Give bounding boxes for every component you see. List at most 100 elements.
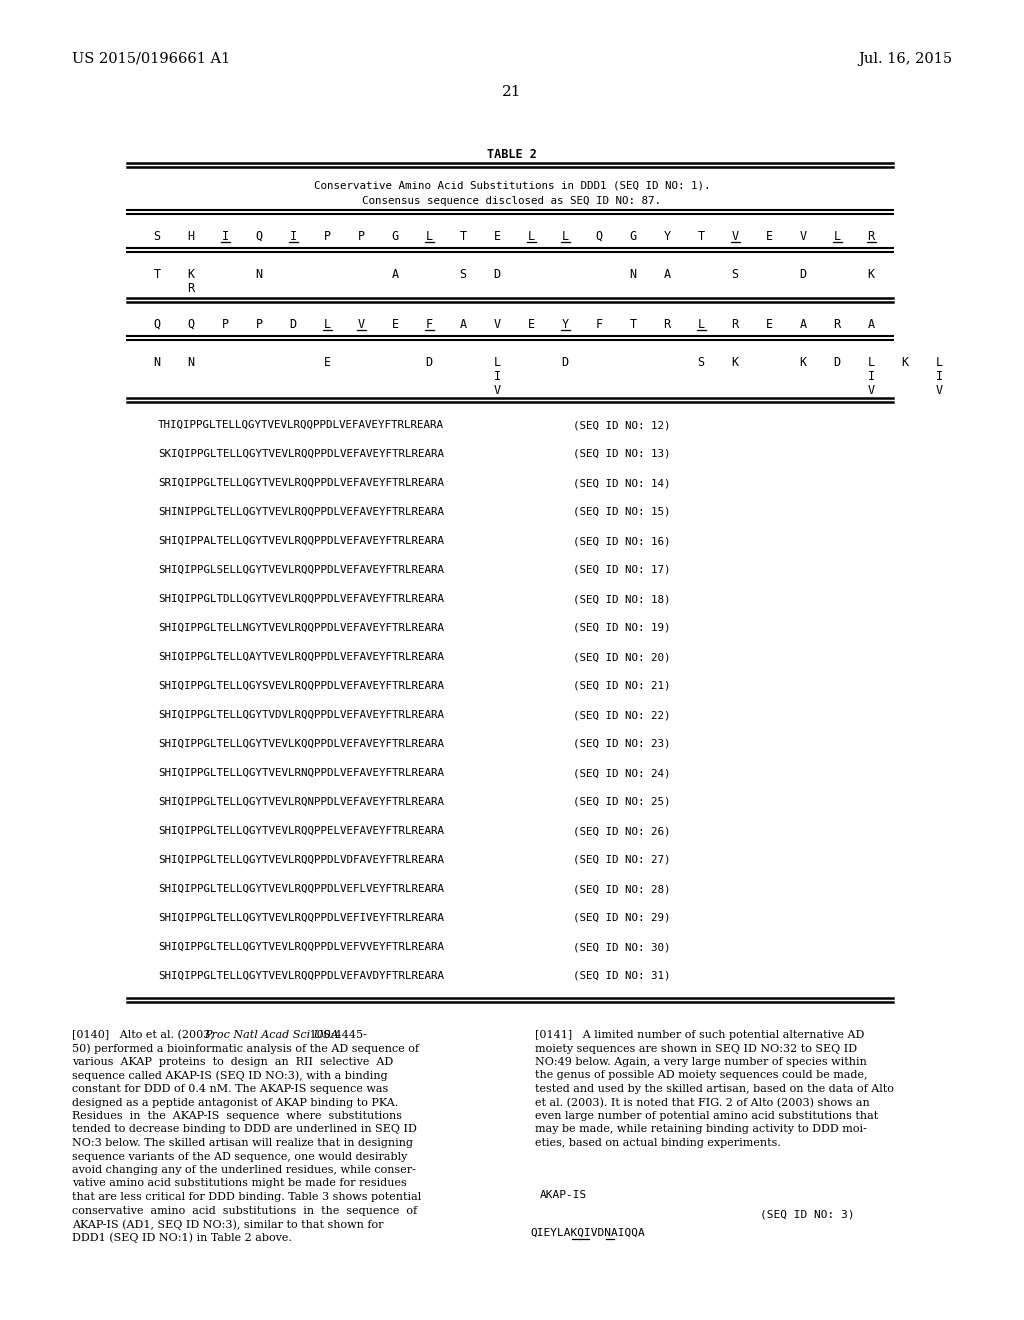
Text: SHIQIPPALTELLQGYTVEVLRQQPPDLVEFAVEYFTRLREARA: SHIQIPPALTELLQGYTVEVLRQQPPDLVEFAVEYFTRLR… — [158, 536, 444, 546]
Text: L: L — [494, 356, 501, 370]
Text: D: D — [290, 318, 297, 331]
Text: V: V — [867, 384, 874, 397]
Text: (SEQ ID NO: 12): (SEQ ID NO: 12) — [573, 420, 671, 430]
Text: I: I — [221, 230, 228, 243]
Text: P: P — [221, 318, 228, 331]
Text: L: L — [936, 356, 942, 370]
Text: H: H — [187, 230, 195, 243]
Text: SHIQIPPGLTELLQGYTVEVLRQQPPDLVEFAVDYFTRLREARA: SHIQIPPGLTELLQGYTVEVLRQQPPDLVEFAVDYFTRLR… — [158, 972, 444, 981]
Text: K: K — [867, 268, 874, 281]
Text: K: K — [731, 356, 738, 370]
Text: (SEQ ID NO: 27): (SEQ ID NO: 27) — [573, 855, 671, 865]
Text: QIEYLAKQIVDNAIQQA: QIEYLAKQIVDNAIQQA — [530, 1228, 645, 1238]
Text: L: L — [867, 356, 874, 370]
Text: F: F — [425, 318, 432, 331]
Text: A: A — [664, 268, 671, 281]
Text: P: P — [255, 318, 262, 331]
Text: tested and used by the skilled artisan, based on the data of Alto: tested and used by the skilled artisan, … — [535, 1084, 894, 1094]
Text: N: N — [187, 356, 195, 370]
Text: R: R — [867, 230, 874, 243]
Text: L: L — [527, 230, 535, 243]
Text: R: R — [731, 318, 738, 331]
Text: R: R — [834, 318, 841, 331]
Text: V: V — [936, 384, 942, 397]
Text: SKIQIPPGLTELLQGYTVEVLRQQPPDLVEFAVEYFTRLREARA: SKIQIPPGLTELLQGYTVEVLRQQPPDLVEFAVEYFTRLR… — [158, 449, 444, 459]
Text: DDD1 (SEQ ID NO:1) in Table 2 above.: DDD1 (SEQ ID NO:1) in Table 2 above. — [72, 1233, 292, 1243]
Text: (SEQ ID NO: 17): (SEQ ID NO: 17) — [573, 565, 671, 576]
Text: 50) performed a bioinformatic analysis of the AD sequence of: 50) performed a bioinformatic analysis o… — [72, 1044, 419, 1055]
Text: Proc Natl Acad Sci USA: Proc Natl Acad Sci USA — [204, 1030, 339, 1040]
Text: A: A — [460, 318, 467, 331]
Text: Y: Y — [664, 230, 671, 243]
Text: D: D — [800, 268, 807, 281]
Text: L: L — [425, 230, 432, 243]
Text: E: E — [765, 230, 772, 243]
Text: S: S — [731, 268, 738, 281]
Text: SHIQIPPGLTELLQGYTVEVLRQNPPDLVEFAVEYFTRLREARA: SHIQIPPGLTELLQGYTVEVLRQNPPDLVEFAVEYFTRLR… — [158, 797, 444, 807]
Text: (SEQ ID NO: 19): (SEQ ID NO: 19) — [573, 623, 671, 634]
Text: designed as a peptide antagonist of AKAP binding to PKA.: designed as a peptide antagonist of AKAP… — [72, 1097, 398, 1107]
Text: T: T — [697, 230, 705, 243]
Text: (SEQ ID NO: 22): (SEQ ID NO: 22) — [573, 710, 671, 719]
Text: (SEQ ID NO: 23): (SEQ ID NO: 23) — [573, 739, 671, 748]
Text: (SEQ ID NO: 16): (SEQ ID NO: 16) — [573, 536, 671, 546]
Text: G: G — [391, 230, 398, 243]
Text: may be made, while retaining binding activity to DDD moi-: may be made, while retaining binding act… — [535, 1125, 867, 1134]
Text: T: T — [460, 230, 467, 243]
Text: avoid changing any of the underlined residues, while conser-: avoid changing any of the underlined res… — [72, 1166, 416, 1175]
Text: Q: Q — [187, 318, 195, 331]
Text: V: V — [357, 318, 365, 331]
Text: SRIQIPPGLTELLQGYTVEVLRQQPPDLVEFAVEYFTRLREARA: SRIQIPPGLTELLQGYTVEVLRQQPPDLVEFAVEYFTRLR… — [158, 478, 444, 488]
Text: V: V — [731, 230, 738, 243]
Text: US 2015/0196661 A1: US 2015/0196661 A1 — [72, 51, 230, 66]
Text: THIQIPPGLTELLQGYTVEVLRQQPPDLVEFAVEYFTRLREARA: THIQIPPGLTELLQGYTVEVLRQQPPDLVEFAVEYFTRLR… — [158, 420, 444, 430]
Text: (SEQ ID NO: 18): (SEQ ID NO: 18) — [573, 594, 671, 605]
Text: Q: Q — [595, 230, 602, 243]
Text: sequence called AKAP-IS (SEQ ID NO:3), with a binding: sequence called AKAP-IS (SEQ ID NO:3), w… — [72, 1071, 388, 1081]
Text: SHIQIPPGLTELLQGYTVEVLRQQPPDLVEFLVEYFTRLREARA: SHIQIPPGLTELLQGYTVEVLRQQPPDLVEFLVEYFTRLR… — [158, 884, 444, 894]
Text: TABLE 2: TABLE 2 — [487, 148, 537, 161]
Text: A: A — [867, 318, 874, 331]
Text: SHIQIPPGLTELLQGYTVEVLKQQPPDLVEFAVEYFTRLREARA: SHIQIPPGLTELLQGYTVEVLKQQPPDLVEFAVEYFTRLR… — [158, 739, 444, 748]
Text: I: I — [867, 370, 874, 383]
Text: (SEQ ID NO: 21): (SEQ ID NO: 21) — [573, 681, 671, 690]
Text: D: D — [425, 356, 432, 370]
Text: L: L — [834, 230, 841, 243]
Text: SHIQIPPGLTELLQGYSVEVLRQQPPDLVEFAVEYFTRLREARA: SHIQIPPGLTELLQGYSVEVLRQQPPDLVEFAVEYFTRLR… — [158, 681, 444, 690]
Text: tended to decrease binding to DDD are underlined in SEQ ID: tended to decrease binding to DDD are un… — [72, 1125, 417, 1134]
Text: S: S — [697, 356, 705, 370]
Text: P: P — [324, 230, 331, 243]
Text: L: L — [561, 230, 568, 243]
Text: E: E — [527, 318, 535, 331]
Text: Jul. 16, 2015: Jul. 16, 2015 — [858, 51, 952, 66]
Text: [0140]   Alto et al. (2003,: [0140] Alto et al. (2003, — [72, 1030, 217, 1040]
Text: F: F — [595, 318, 602, 331]
Text: L: L — [697, 318, 705, 331]
Text: D: D — [494, 268, 501, 281]
Text: D: D — [834, 356, 841, 370]
Text: even large number of potential amino acid substitutions that: even large number of potential amino aci… — [535, 1111, 879, 1121]
Text: SHIQIPPGLTELLQAYTVEVLRQQPPDLVEFAVEYFTRLREARA: SHIQIPPGLTELLQAYTVEVLRQQPPDLVEFAVEYFTRLR… — [158, 652, 444, 663]
Text: D: D — [561, 356, 568, 370]
Text: SHIQIPPGLTELLQGYTVEVLRQQPPDLVEFIVEYFTRLREARA: SHIQIPPGLTELLQGYTVEVLRQQPPDLVEFIVEYFTRLR… — [158, 913, 444, 923]
Text: vative amino acid substitutions might be made for residues: vative amino acid substitutions might be… — [72, 1179, 407, 1188]
Text: K: K — [800, 356, 807, 370]
Text: SHIQIPPGLTELLQGYTVEVLRNQPPDLVEFAVEYFTRLREARA: SHIQIPPGLTELLQGYTVEVLRNQPPDLVEFAVEYFTRLR… — [158, 768, 444, 777]
Text: NO:3 below. The skilled artisan will realize that in designing: NO:3 below. The skilled artisan will rea… — [72, 1138, 413, 1148]
Text: eties, based on actual binding experiments.: eties, based on actual binding experimen… — [535, 1138, 781, 1148]
Text: A: A — [391, 268, 398, 281]
Text: AKAP-IS: AKAP-IS — [540, 1189, 587, 1200]
Text: et al. (2003). It is noted that FIG. 2 of Alto (2003) shows an: et al. (2003). It is noted that FIG. 2 o… — [535, 1097, 869, 1107]
Text: S: S — [154, 230, 161, 243]
Text: V: V — [800, 230, 807, 243]
Text: Q: Q — [154, 318, 161, 331]
Text: Consensus sequence disclosed as SEQ ID NO: 87.: Consensus sequence disclosed as SEQ ID N… — [362, 195, 662, 206]
Text: Conservative Amino Acid Substitutions in DDD1 (SEQ ID NO: 1).: Conservative Amino Acid Substitutions in… — [313, 181, 711, 191]
Text: SHIQIPPGLSELLQGYTVEVLRQQPPDLVEFAVEYFTRLREARA: SHIQIPPGLSELLQGYTVEVLRQQPPDLVEFAVEYFTRLR… — [158, 565, 444, 576]
Text: K: K — [187, 268, 195, 281]
Text: I: I — [290, 230, 297, 243]
Text: (SEQ ID NO: 31): (SEQ ID NO: 31) — [573, 972, 671, 981]
Text: E: E — [494, 230, 501, 243]
Text: A: A — [800, 318, 807, 331]
Text: V: V — [494, 318, 501, 331]
